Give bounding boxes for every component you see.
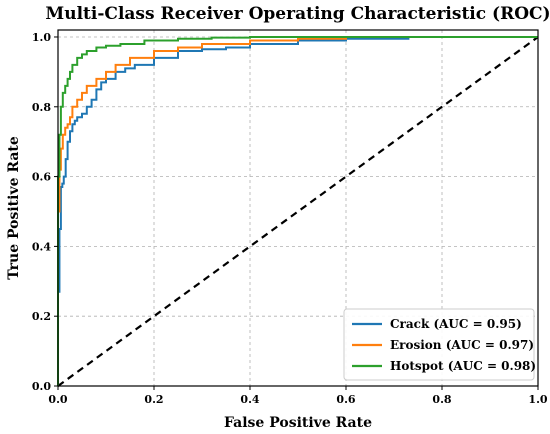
y-tick-label: 0.4 <box>32 240 51 253</box>
legend-label: Hotspot (AUC = 0.98) <box>390 359 536 373</box>
chart-title: Multi-Class Receiver Operating Character… <box>45 4 550 24</box>
chance-diagonal-line <box>57 36 539 387</box>
legend: Crack (AUC = 0.95) Erosion (AUC = 0.97) Ho… <box>343 308 536 381</box>
x-tick-label: 0.6 <box>336 393 355 406</box>
y-tick-label: 0.0 <box>32 380 51 393</box>
series-lines <box>57 35 538 386</box>
x-axis-label: False Positive Rate <box>224 415 372 431</box>
y-tick-label: 0.8 <box>32 101 51 114</box>
x-tick-label: 0.0 <box>48 393 67 406</box>
series-line-crack <box>57 35 538 386</box>
series-line-hotspot <box>57 35 538 386</box>
y-tick-label: 0.2 <box>32 310 51 323</box>
x-tick-label: 1.0 <box>528 393 547 406</box>
reference-line <box>57 36 539 387</box>
y-axis-label: True Positive Rate <box>6 136 22 280</box>
series-line-erosion <box>57 35 538 386</box>
legend-label: Erosion (AUC = 0.97) <box>390 338 534 352</box>
y-tick-label: 1.0 <box>32 31 51 44</box>
y-tick-label: 0.6 <box>32 171 51 184</box>
x-tick-label: 0.2 <box>144 393 163 406</box>
legend-box <box>343 308 535 381</box>
axis-ticks: 0.0 0.2 0.4 0.6 0.8 1.0 0.0 0.2 0.4 0.6 0.8 1.0 <box>32 31 548 406</box>
x-tick-label: 0.8 <box>432 393 451 406</box>
plot-frame <box>57 29 539 387</box>
legend-label: Crack (AUC = 0.95) <box>390 317 522 331</box>
x-tick-label: 0.4 <box>240 393 259 406</box>
